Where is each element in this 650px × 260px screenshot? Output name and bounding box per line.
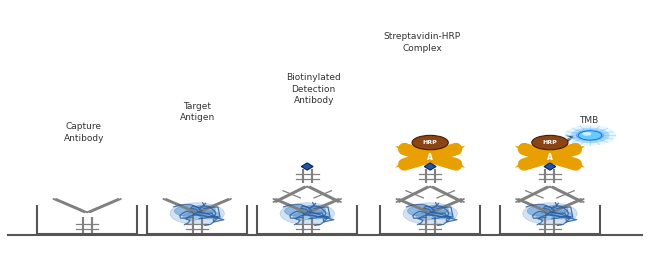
- Polygon shape: [515, 146, 528, 151]
- Circle shape: [174, 206, 200, 216]
- Circle shape: [198, 211, 219, 219]
- Circle shape: [578, 131, 602, 140]
- Circle shape: [532, 135, 568, 150]
- Text: HRP: HRP: [543, 140, 557, 145]
- Circle shape: [576, 130, 604, 141]
- Circle shape: [425, 205, 448, 214]
- Text: Target
Antigen: Target Antigen: [179, 102, 214, 122]
- Circle shape: [302, 205, 325, 214]
- Circle shape: [432, 211, 452, 219]
- Text: Biotinylated
Detection
Antibody: Biotinylated Detection Antibody: [286, 73, 341, 105]
- Circle shape: [170, 203, 224, 224]
- Circle shape: [416, 213, 434, 220]
- Polygon shape: [572, 146, 585, 151]
- Circle shape: [403, 203, 458, 224]
- Text: A: A: [547, 153, 553, 162]
- Polygon shape: [452, 146, 465, 151]
- Text: HRP: HRP: [422, 140, 437, 145]
- Circle shape: [183, 213, 201, 220]
- Circle shape: [412, 135, 448, 150]
- Polygon shape: [515, 163, 528, 167]
- Text: Streptavidin-HRP
Complex: Streptavidin-HRP Complex: [384, 32, 461, 53]
- Text: Capture
Antibody: Capture Antibody: [64, 122, 104, 143]
- Polygon shape: [544, 163, 556, 170]
- Polygon shape: [395, 146, 408, 151]
- Circle shape: [545, 205, 568, 214]
- Circle shape: [551, 211, 572, 219]
- Polygon shape: [452, 163, 465, 167]
- Circle shape: [293, 213, 311, 220]
- Circle shape: [309, 211, 329, 219]
- Circle shape: [408, 206, 434, 216]
- Circle shape: [285, 206, 311, 216]
- Circle shape: [582, 132, 592, 136]
- Circle shape: [536, 213, 554, 220]
- Text: A: A: [427, 153, 433, 162]
- Circle shape: [523, 203, 577, 224]
- Polygon shape: [424, 163, 436, 170]
- Polygon shape: [395, 163, 408, 167]
- Polygon shape: [572, 163, 585, 167]
- Circle shape: [280, 203, 334, 224]
- Circle shape: [192, 205, 215, 214]
- Polygon shape: [302, 163, 313, 170]
- Circle shape: [527, 206, 553, 216]
- Text: TMB: TMB: [579, 116, 599, 125]
- Circle shape: [564, 125, 616, 146]
- Circle shape: [571, 128, 610, 143]
